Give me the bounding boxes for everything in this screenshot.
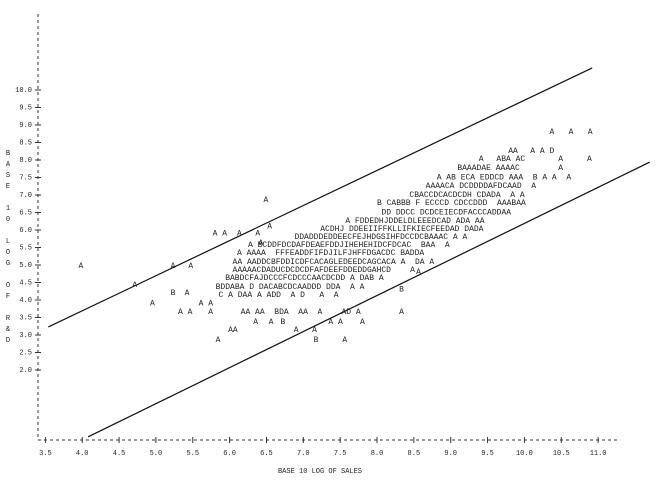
x-tick-label: 7.5 xyxy=(334,450,347,458)
x-tick-label: 8.0 xyxy=(371,450,384,458)
point-symbol: A xyxy=(208,308,213,317)
point-symbol: A A xyxy=(178,308,193,317)
point-symbol: A xyxy=(79,262,84,271)
y-tick-label: 4.0 xyxy=(19,297,32,305)
point-symbol: A xyxy=(255,229,260,238)
point-symbol: A xyxy=(360,318,365,327)
point-symbol: A xyxy=(569,128,574,137)
x-tick-label: 5.0 xyxy=(150,450,163,458)
y-tick-label: 8.0 xyxy=(19,157,32,165)
y-tick-label: 8.5 xyxy=(19,139,32,147)
point-symbol: A xyxy=(342,336,347,345)
x-tick-label: 9.5 xyxy=(481,450,494,458)
point-symbol: DD DDCC DCDCEIECDFACCCADDAA xyxy=(381,208,511,217)
point-symbol: AA xyxy=(228,326,238,335)
point-symbol: A xyxy=(185,289,190,298)
point-symbol: A xyxy=(132,281,137,290)
point-symbol: B xyxy=(314,336,319,345)
point-symbol: C A DAA A ADD A D A A xyxy=(219,291,339,300)
y-tick-label: 3.5 xyxy=(19,314,32,322)
point-symbol: A xyxy=(269,318,274,327)
point-symbol: AAAAACDADUCDCDCDFAFDEEFDDEDDGAHCD A xyxy=(233,266,416,275)
y-tick-label: 5.5 xyxy=(19,244,32,252)
y-tick-label: 9.0 xyxy=(19,122,32,130)
x-tick-label: 6.0 xyxy=(223,450,236,458)
point-symbol: DDADDDEDDEECFEJHDGSIHFDCCDCBAAAC A A xyxy=(294,233,467,242)
point-symbol: A xyxy=(188,262,193,271)
y-tick-label: 2.5 xyxy=(19,349,32,357)
x-tick-label: 7.0 xyxy=(297,450,310,458)
x-tick-label: 4.5 xyxy=(113,450,126,458)
point-symbol: A xyxy=(216,336,221,345)
point-symbol: A xyxy=(588,128,593,137)
point-symbol: A xyxy=(150,299,155,308)
x-tick-label: 8.5 xyxy=(408,450,421,458)
point-symbol: A xyxy=(258,239,263,248)
point-symbol: A xyxy=(549,128,554,137)
bound-line xyxy=(48,67,593,328)
point-symbol: A AB ECA EDDCD AAA B A A A xyxy=(437,173,572,182)
point-symbol: A xyxy=(237,229,242,238)
point-symbol: A xyxy=(312,326,317,335)
point-symbol: AAAACA DCDDDDAFDCAAD A xyxy=(426,182,537,191)
x-tick-label: 3.5 xyxy=(39,450,52,458)
y-tick-label: 4.5 xyxy=(19,279,32,287)
y-tick-label: 2.0 xyxy=(19,367,32,375)
point-symbol: A xyxy=(558,155,563,164)
point-symbol: BAAADAE AAAAC xyxy=(457,164,520,173)
point-symbol: AA AADDCBFDDICDFCACAGLEDEEDCAGCACA A DA … xyxy=(233,258,435,267)
point-symbol: A A xyxy=(328,318,343,327)
point-symbol: BABDCFAJDCCCFCDCCCAACDCDD A DAB A xyxy=(225,274,384,283)
y-tick-label: 7.5 xyxy=(19,174,32,182)
x-tick-label: 4.0 xyxy=(76,450,89,458)
point-symbol: B xyxy=(399,285,404,294)
x-tick-label: 5.5 xyxy=(186,450,199,458)
bound-line xyxy=(87,161,650,438)
x-tick-label: 10.5 xyxy=(553,450,570,458)
point-symbol: BDDABA D DACABCDCAADDD DDA A A xyxy=(216,283,365,292)
point-symbol: CBACCDCACDCDH CDADA A A xyxy=(409,191,524,200)
point-symbol: A FDDEDHJDDELDLEEEDCAD ADA AA xyxy=(345,217,484,226)
point-symbol: A xyxy=(267,222,272,231)
x-axis-label: BASE 10 LOG OF SALES xyxy=(278,468,362,476)
point-symbol: AA xyxy=(508,147,518,156)
point-symbol: A xyxy=(294,326,299,335)
point-symbol: A xyxy=(264,196,269,205)
y-tick-label: 5.0 xyxy=(19,262,32,270)
y-tick-label: 6.0 xyxy=(19,227,32,235)
x-tick-label: 10.0 xyxy=(516,450,533,458)
point-symbol: A A xyxy=(213,229,228,238)
y-tick-label: 9.5 xyxy=(19,104,32,112)
y-tick-label: 3.0 xyxy=(19,332,32,340)
point-symbol: A xyxy=(416,268,421,277)
y-tick-label: 10.0 xyxy=(15,87,32,95)
point-symbol: B CABBB F ECCCD CDCCDDD AAABAA xyxy=(377,199,526,208)
point-symbol: A xyxy=(479,155,484,164)
point-symbol: A xyxy=(171,262,176,271)
point-symbol: A A D xyxy=(530,147,554,156)
y-tick-label: 7.0 xyxy=(19,192,32,200)
point-symbol: A xyxy=(399,308,404,317)
y-axis-label: BASE 10 LOG OF R&D xyxy=(4,150,12,348)
point-symbol: B xyxy=(280,318,285,327)
x-tick-label: 9.0 xyxy=(444,450,457,458)
point-symbol: A xyxy=(253,318,258,327)
point-symbol: AA AA BDA AA A AD A xyxy=(241,308,361,317)
point-symbol: ACDHJ DDEEIIFFKLLIFKIECFEEDAD DADA xyxy=(320,225,483,234)
point-symbol: A xyxy=(558,164,563,173)
point-symbol: ABA AC xyxy=(496,155,525,164)
y-tick-label: 6.5 xyxy=(19,209,32,217)
x-tick-label: 6.5 xyxy=(260,450,273,458)
point-symbol: A AAAA FFFEADDFIFDJILFJHFFDGACDC BADDA xyxy=(237,249,424,258)
point-symbol: B xyxy=(171,289,176,298)
x-tick-label: 11.0 xyxy=(590,450,607,458)
point-symbol: A xyxy=(587,155,592,164)
point-symbol: A A xyxy=(199,299,214,308)
point-symbol: A BCDDFDCDAFDEAEFDDJIHEHEHIDCFDCAC BAA A xyxy=(248,241,450,250)
